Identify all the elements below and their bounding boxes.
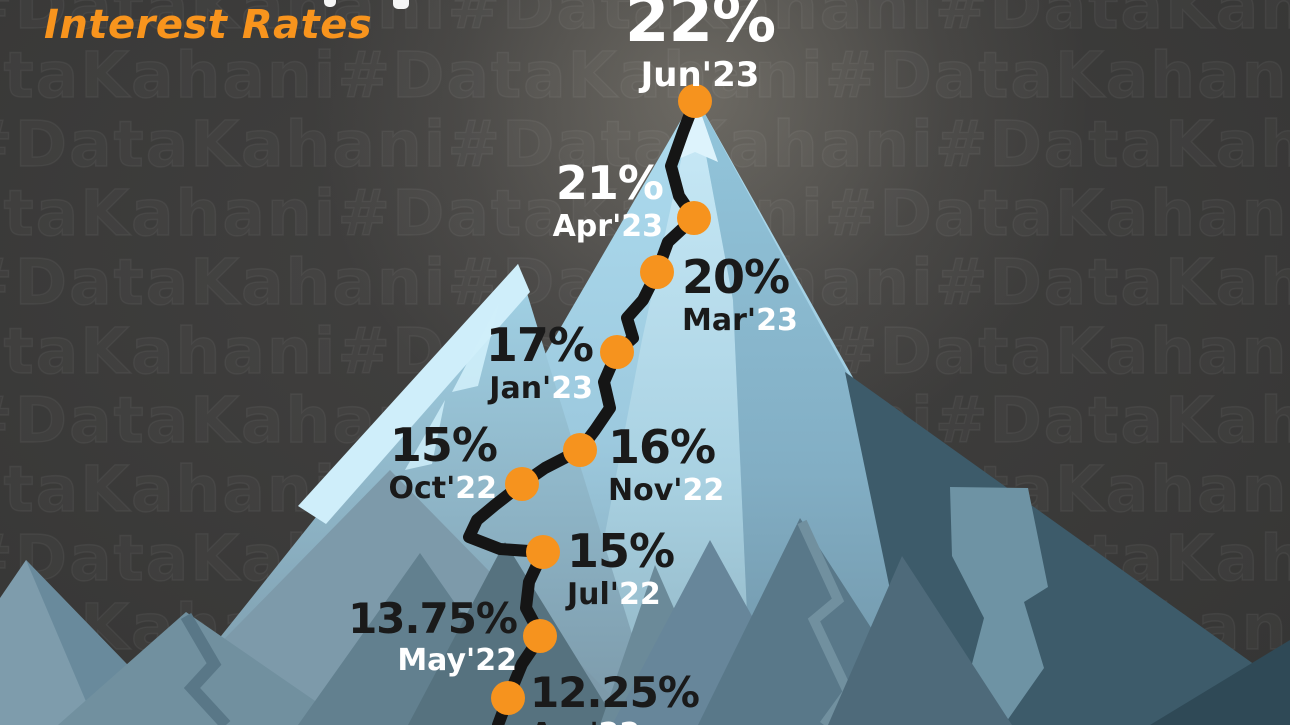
rate-date-month: Jun' <box>640 55 713 95</box>
rate-point-dot-Oct22 <box>505 467 539 501</box>
rate-date-year: 22 <box>455 471 497 506</box>
rate-label-Apr23: 21% Apr'23 <box>553 156 664 242</box>
rate-date-month: Mar' <box>682 303 757 338</box>
rate-date-year: 23 <box>756 303 798 338</box>
rate-date: Jun'23 <box>625 58 775 92</box>
page-title: Interest Rates <box>44 2 373 48</box>
rate-date-month: Oct' <box>388 471 456 506</box>
rate-date: Mar'23 <box>682 306 798 336</box>
rate-date-month: Apr' <box>552 209 622 244</box>
rate-point-dot-Jan23 <box>600 335 634 369</box>
rate-date-year: 23 <box>712 55 760 95</box>
rate-point-dot-Jun23 <box>678 84 712 118</box>
rate-label-Mar23: 20% Mar'23 <box>682 254 798 336</box>
rate-date-year: 23 <box>621 209 663 244</box>
foreground-slate-peaks <box>298 518 1012 725</box>
rate-value: 21% <box>555 156 664 210</box>
rate-value: 16% <box>608 420 716 474</box>
rate-date-year: 22 <box>475 643 517 678</box>
rate-date: Jul'22 <box>567 580 674 610</box>
rate-value: 22% <box>624 0 776 57</box>
rate-value: 13.75% <box>348 594 518 643</box>
rate-value: 12.25% <box>530 668 700 717</box>
rate-date: Apr'22 <box>530 720 699 725</box>
rate-point-dot-Apr23 <box>677 201 711 235</box>
rate-date: Oct'22 <box>388 474 497 504</box>
rate-date-year: 22 <box>599 717 641 725</box>
rate-date: Apr'23 <box>553 212 663 242</box>
rate-date-year: 22 <box>619 577 661 612</box>
watermark-text-row: #DataKahani#DataKahani#DataKahani#DataKa… <box>0 38 1290 112</box>
rate-label-May22: 13.75% May'22 <box>348 594 518 676</box>
rate-label-Jul22: 15% Jul'22 <box>567 524 675 610</box>
rate-point-dot-Jul22 <box>526 535 560 569</box>
rate-point-dot-Mar23 <box>640 255 674 289</box>
cropped-title-fragment <box>324 0 336 7</box>
rate-label-Jun23: 22% Jun'23 <box>624 0 776 92</box>
rate-date-month: Jul' <box>567 577 619 612</box>
rate-value: 20% <box>682 250 790 304</box>
right-mountain-range <box>845 372 1290 725</box>
watermark-text-row: #DataKahani#DataKahani#DataKahani#DataKa… <box>0 107 1290 181</box>
rate-label-Apr22: 12.25%Apr'22 <box>530 668 700 725</box>
rate-date-month: Jan' <box>489 371 552 406</box>
rate-label-Jan23: 17% Jan'23 <box>485 318 594 404</box>
rate-point-dot-Apr22 <box>491 681 525 715</box>
rate-date-month: May' <box>397 643 476 678</box>
cropped-title-fragment <box>393 0 409 9</box>
rate-value: 17% <box>485 318 594 372</box>
rate-value: 15% <box>389 418 498 472</box>
rate-date-month: Nov' <box>608 473 683 508</box>
rate-date: Jan'23 <box>486 374 593 404</box>
rate-date: Nov'22 <box>608 476 724 506</box>
rate-point-dot-Nov22 <box>563 433 597 467</box>
watermark-text-row: #DataKahani#DataKahani#DataKahani#DataKa… <box>0 0 1290 44</box>
rate-point-dot-May22 <box>523 619 557 653</box>
rate-date-year: 22 <box>682 473 725 508</box>
rate-date-year: 23 <box>551 371 593 406</box>
rate-date: May'22 <box>348 646 517 676</box>
left-mountain-range <box>0 560 350 725</box>
rate-value: 15% <box>567 524 675 578</box>
rate-label-Nov22: 16% Nov'22 <box>608 424 724 506</box>
rate-label-Oct22: 15% Oct'22 <box>388 418 498 504</box>
rate-date-month: Apr' <box>530 717 599 725</box>
